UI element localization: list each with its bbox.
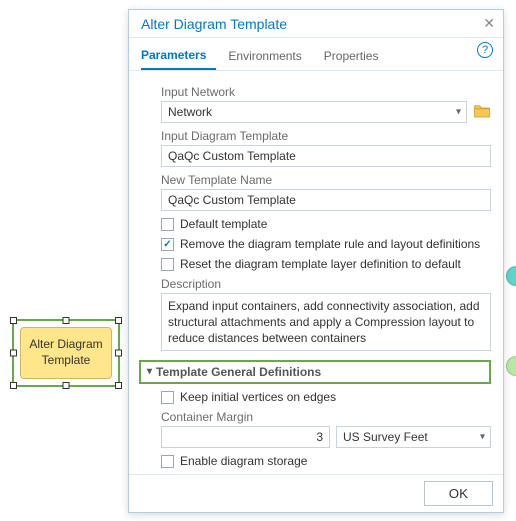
- resize-handle[interactable]: [115, 382, 122, 389]
- description-field[interactable]: [161, 293, 491, 351]
- dialog-title: Alter Diagram Template: [141, 16, 287, 32]
- resize-handle[interactable]: [10, 382, 17, 389]
- dialog-footer: OK: [129, 474, 503, 512]
- checkbox-reset-layer[interactable]: [161, 258, 174, 271]
- canvas-node-partial-2: [506, 356, 516, 376]
- resize-handle[interactable]: [115, 350, 122, 357]
- dialog-tabs: Parameters Environments Properties ?: [129, 38, 503, 71]
- section-template-general-definitions[interactable]: ▾ Template General Definitions: [139, 360, 491, 384]
- checkbox-label: Reset the diagram template layer definit…: [180, 257, 461, 271]
- input-diagram-template-field[interactable]: [161, 145, 491, 167]
- checkbox-keep-vertices[interactable]: [161, 391, 174, 404]
- dialog-titlebar: Alter Diagram Template ✕: [129, 10, 503, 38]
- close-icon[interactable]: ✕: [483, 15, 495, 32]
- checkbox-enable-storage[interactable]: [161, 455, 174, 468]
- chevron-down-icon: ▾: [147, 366, 152, 377]
- checkbox-default-template[interactable]: [161, 218, 174, 231]
- alter-diagram-template-dialog: Alter Diagram Template ✕ Parameters Envi…: [128, 9, 504, 513]
- label-new-template-name: New Template Name: [161, 173, 491, 187]
- tab-environments[interactable]: Environments: [228, 43, 311, 69]
- resize-handle[interactable]: [10, 350, 17, 357]
- resize-handle[interactable]: [10, 317, 17, 324]
- canvas-node-label: Alter Diagram Template: [20, 327, 112, 379]
- tab-properties[interactable]: Properties: [324, 43, 389, 69]
- label-description: Description: [161, 277, 491, 291]
- checkbox-label: Remove the diagram template rule and lay…: [180, 237, 480, 251]
- label-container-margin: Container Margin: [161, 410, 491, 424]
- resize-handle[interactable]: [63, 317, 70, 324]
- checkbox-label: Enable diagram storage: [180, 454, 307, 468]
- input-network-select[interactable]: ▾: [161, 101, 467, 123]
- input-network-value[interactable]: [161, 101, 467, 123]
- help-icon[interactable]: ?: [477, 42, 493, 58]
- canvas-node-selected[interactable]: Alter Diagram Template: [12, 319, 120, 387]
- resize-handle[interactable]: [115, 317, 122, 324]
- dialog-body: Input Network ▾ Input Diagram Template N…: [129, 71, 503, 474]
- section-header-label: Template General Definitions: [156, 365, 321, 379]
- container-margin-unit-value[interactable]: [336, 426, 491, 448]
- checkbox-label: Default template: [180, 217, 267, 231]
- new-template-name-field[interactable]: [161, 189, 491, 211]
- tab-parameters[interactable]: Parameters: [141, 42, 216, 70]
- label-input-network: Input Network: [161, 85, 491, 99]
- resize-handle[interactable]: [63, 382, 70, 389]
- container-margin-unit-select[interactable]: ▾: [336, 426, 491, 448]
- checkbox-label: Keep initial vertices on edges: [180, 390, 336, 404]
- browse-folder-icon[interactable]: [473, 103, 491, 122]
- checkbox-remove-rule[interactable]: [161, 238, 174, 251]
- ok-button[interactable]: OK: [424, 481, 493, 506]
- canvas-node-partial-1: [506, 266, 516, 286]
- label-input-template: Input Diagram Template: [161, 129, 491, 143]
- container-margin-field[interactable]: [161, 426, 330, 448]
